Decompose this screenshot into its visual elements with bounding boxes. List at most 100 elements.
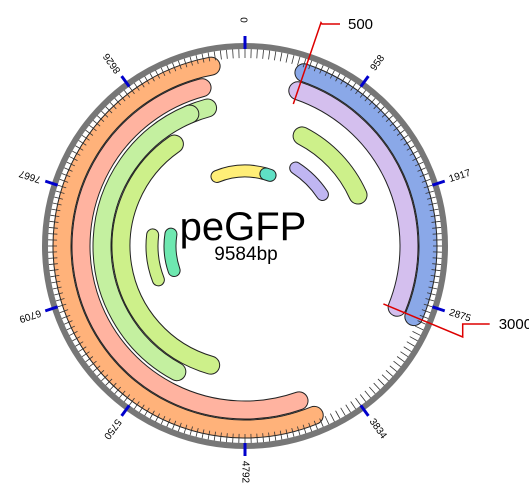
minor-tick [340,407,346,416]
minor-tick [85,356,94,363]
minor-tick [109,102,117,110]
minor-tick [232,433,234,443]
minor-tick [419,314,429,319]
minor-tick [373,382,381,390]
minor-tick [381,374,389,382]
minor-tick [350,401,357,410]
minor-tick [85,129,94,136]
tick-label-4792: 4792 [239,461,250,484]
minor-tick [59,309,69,314]
callout-line-3000 [383,303,490,339]
feature-arc-9[interactable] [290,162,328,200]
minor-tick [81,134,90,141]
minor-tick [421,309,431,314]
minor-tick [123,394,131,402]
minor-tick [419,173,429,178]
feature-arc-3[interactable] [289,82,418,316]
minor-tick [75,341,84,347]
minor-tick [96,115,105,122]
minor-tick [66,161,76,167]
minor-tick [262,433,264,443]
major-tick [120,75,131,88]
minor-tick [406,341,415,347]
minor-tick [57,303,67,308]
minor-tick [64,167,73,172]
minor-tick [105,106,113,114]
minor-tick [359,394,367,402]
minor-tick [114,386,121,395]
minor-tick [364,93,371,102]
minor-tick [166,65,171,74]
minor-tick [207,430,211,440]
minor-tick [144,407,150,416]
feature-arc-13[interactable] [164,228,180,277]
minor-tick [66,325,76,331]
tick-label-8626: 8626 [101,50,123,75]
minor-tick [319,65,324,74]
major-tick [431,305,446,313]
minor-tick [429,280,439,284]
minor-tick [297,56,301,66]
minor-tick [403,346,412,352]
minor-tick [396,129,405,136]
tick-label-0: 0 [240,17,251,23]
major-tick [359,75,370,88]
minor-tick [52,286,62,290]
tick-label-7667: 7667 [17,167,42,184]
minor-tick [274,431,277,441]
minor-tick [61,173,71,178]
minor-tick [219,432,222,442]
major-tick [44,179,59,187]
minor-tick [133,82,140,91]
minor-tick [256,49,258,59]
minor-tick [279,430,283,440]
minor-tick [414,161,424,167]
minor-tick [207,52,211,62]
minor-tick [389,365,398,372]
feature-arc-6[interactable] [93,105,199,381]
minor-tick [89,124,97,132]
feature-arc-11[interactable] [211,165,270,182]
feature-arc-2[interactable] [53,57,323,438]
minor-tick [92,120,101,127]
feature-arc-10[interactable] [146,229,164,286]
feature-arc-1[interactable] [295,64,437,326]
minor-tick [329,413,335,422]
minor-tick [340,76,346,85]
callout-label-500: 500 [348,16,373,33]
minor-tick [55,190,65,194]
minor-tick [49,269,59,272]
major-tick [120,404,131,417]
minor-tick [48,257,58,259]
feature-arc-12[interactable] [260,168,276,181]
minor-tick [355,86,362,95]
minor-tick [219,50,222,60]
minor-tick [72,150,81,156]
minor-tick [412,156,421,162]
minor-tick [189,426,193,436]
minor-tick [128,86,135,95]
minor-tick [50,275,60,278]
minor-tick [428,286,438,290]
minor-tick [409,150,418,156]
feature-arc-4[interactable] [72,79,308,419]
callout-label-3000: 3000 [499,316,529,333]
minor-tick [400,351,409,358]
minor-tick [51,280,61,284]
minor-tick [369,386,376,395]
minor-tick [183,424,188,434]
minor-tick [49,220,59,223]
minor-tick [430,214,440,217]
minor-tick [81,351,90,358]
major-tick [44,305,59,313]
minor-tick [429,208,439,212]
feature-arc-7[interactable] [293,127,367,204]
minor-tick [51,208,61,212]
minor-tick [201,53,205,63]
major-tick [431,179,446,187]
feature-arc-8[interactable] [112,135,220,374]
minor-tick [89,360,97,368]
minor-tick [426,292,436,296]
minor-tick [72,336,81,342]
minor-tick [421,178,431,183]
